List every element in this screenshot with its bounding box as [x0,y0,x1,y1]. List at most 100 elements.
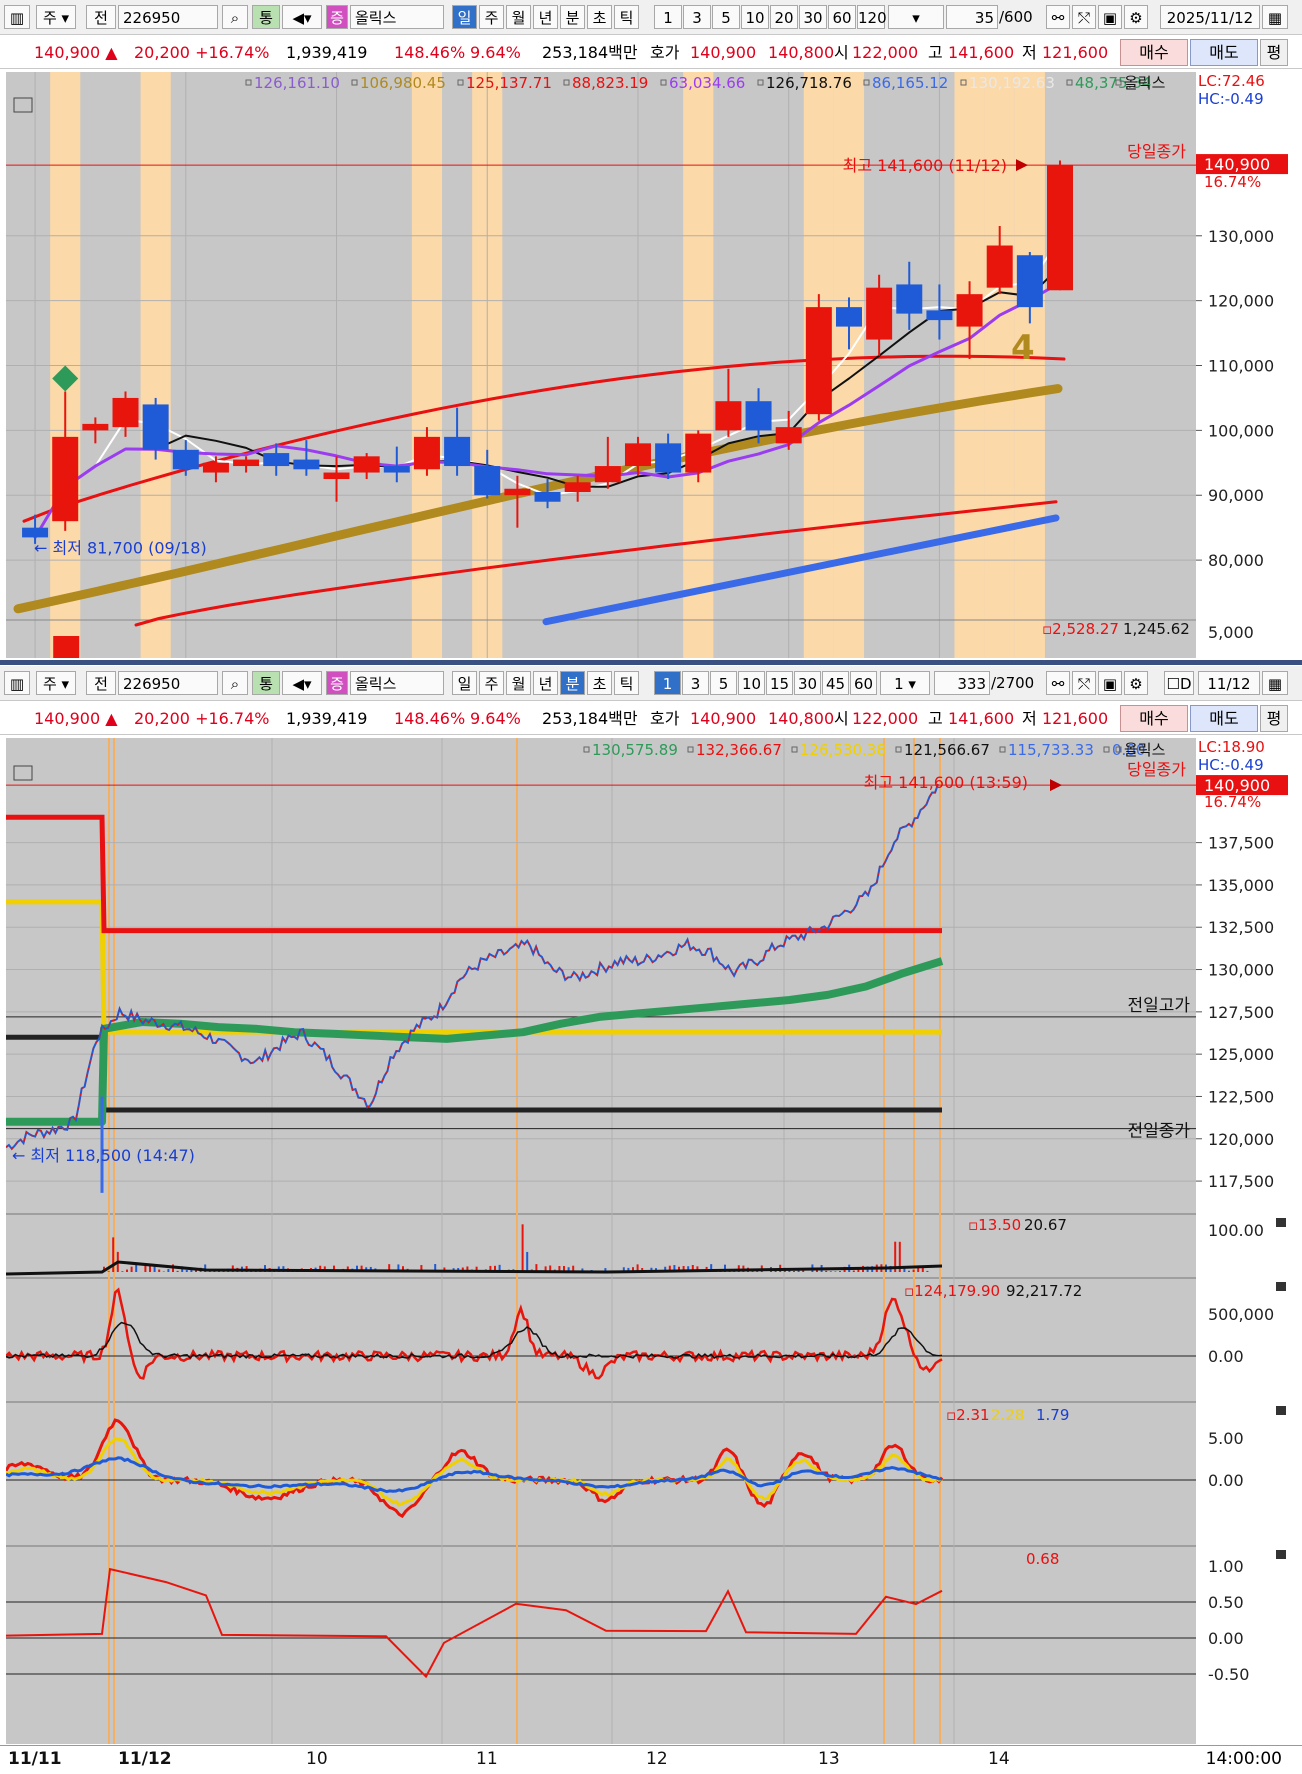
chart-background [6,738,1196,1744]
panel-divider[interactable] [0,660,1302,665]
bottom-tong-button[interactable]: 통 [252,671,280,695]
tool-icon-2[interactable]: ⤲ [1072,5,1096,29]
bottom-count-input[interactable]: 333 [934,671,990,695]
settings-gear-icon[interactable]: ⚙ [1124,5,1148,29]
bottom-interval-button[interactable]: 1 [654,671,681,695]
legend-marker [757,79,764,86]
top-period-tab[interactable]: 일 [452,5,477,29]
sell-button[interactable]: 매도 [1190,39,1258,66]
top-period-tab[interactable]: 주 [479,5,504,29]
bottom-period-tab[interactable]: 년 [533,671,558,695]
bottom-volume-ratio: 148.46% [394,709,466,728]
stock-name-input[interactable]: 올릭스 [350,5,444,29]
bottom-period-tab[interactable]: 분 [560,671,585,695]
top-interval-button[interactable]: 60 [828,5,856,29]
bottom-interval-button[interactable]: 60 [850,671,877,695]
panel-menu-icon[interactable]: ▥ [4,5,30,29]
axis-tick-label: 132,500 [1208,918,1274,937]
top-period-tab[interactable]: 틱 [614,5,639,29]
osc3-axis-label: 0.00 [1208,1629,1244,1648]
blue-trend-line [542,514,1060,626]
bottom-stock-name-input[interactable]: 올릭스 [350,671,444,695]
legend-marker [1115,79,1122,86]
ma-black-line [34,265,1061,539]
top-period-tab[interactable]: 분 [560,5,585,29]
bottom-interval-button[interactable]: 15 [766,671,793,695]
signal-diamond-icon [52,365,79,392]
bottom-interval-button[interactable]: 30 [794,671,821,695]
search-icon[interactable]: ⌕ [222,5,248,29]
flat-button[interactable]: 평 [1260,39,1288,66]
hoga-label: 호가 [650,43,680,62]
calendar-icon[interactable]: ▦ [1262,5,1288,29]
top-interval-button[interactable]: 5 [712,5,740,29]
pane-close-icon [1276,1550,1286,1559]
speaker-icon[interactable]: ◀▾ [282,5,322,29]
bottom-save-icon[interactable]: ▣ [1098,671,1122,695]
bottom-panel-menu-icon[interactable]: ▥ [4,671,30,695]
bottom-interval-button[interactable]: 5 [710,671,737,695]
bottom-tool-icon-1[interactable]: ⚯ [1046,671,1070,695]
bottom-period-tab[interactable]: 주 [479,671,504,695]
top-period-tab[interactable]: 월 [506,5,531,29]
buy-button[interactable]: 매수 [1120,39,1188,66]
top-interval-dropdown[interactable]: ▾ [888,5,944,29]
daily-candle-chart[interactable]: 당일종가 최고 141,600 (11/12) 4 ← 최저 81,700 (09/1… [6,72,1196,658]
bottom-search-icon[interactable]: ⌕ [222,671,248,695]
pane-close-icon [1276,1282,1286,1291]
top-interval-button[interactable]: 1 [654,5,682,29]
bottom-period-tab[interactable]: 틱 [614,671,639,695]
top-interval-button[interactable]: 120 [857,5,887,29]
type-selector[interactable]: 주 ▾ [36,5,76,29]
osc1-legend-value: 92,217.72 [1006,1282,1082,1300]
prev-button[interactable]: 전 [86,5,116,29]
bottom-period-tab[interactable]: 일 [452,671,477,695]
top-interval-button[interactable]: 3 [683,5,711,29]
top-period-tab[interactable]: 초 [587,5,612,29]
bottom-settings-gear-icon[interactable]: ⚙ [1124,671,1148,695]
bottom-date-input[interactable]: 11/12 [1198,671,1260,695]
osc1-legend-value: ▫124,179.90 [904,1282,1000,1300]
bottom-jeung-button[interactable]: 증 [326,671,348,695]
bottom-period-tab[interactable]: 월 [506,671,531,695]
osc2-legend-value: 2.28 [991,1406,1024,1424]
bottom-prev-button[interactable]: 전 [86,671,116,695]
bottom-code-input[interactable]: 226950 [118,671,218,695]
bottom-buy-button[interactable]: 매수 [1120,705,1188,732]
bottom-interval-button[interactable]: 3 [682,671,709,695]
volume-legend-value: 1,245.62 [1123,620,1190,638]
top-interval-button[interactable]: 30 [799,5,827,29]
high-arrow-icon [1050,779,1062,792]
axis-tick-label: 130,000 [1208,961,1274,980]
code-input[interactable]: 226950 [118,5,218,29]
top-interval-button[interactable]: 10 [741,5,769,29]
legend-marker [660,79,667,86]
jeung-button[interactable]: 증 [326,5,348,29]
time-axis-tick-label: 13 [818,1749,840,1769]
minute-chart[interactable]: 당일종가 최고 141,600 (13:59) 전일고가 전일종가 ← 최저 118,5… [6,738,1196,1744]
tong-button[interactable]: 통 [252,5,280,29]
bottom-flat-button[interactable]: 평 [1260,705,1288,732]
top-period-tab[interactable]: 년 [533,5,558,29]
top-date-input[interactable]: 2025/11/12 [1160,5,1260,29]
bottom-interval-button[interactable]: 10 [738,671,765,695]
bottom-interval-input[interactable]: 1 ▾ [880,671,930,695]
bottom-calendar-icon[interactable]: ▦ [1262,671,1288,695]
bottom-interval-button[interactable]: 45 [822,671,849,695]
top-interval-button[interactable]: 20 [770,5,798,29]
bottom-speaker-icon[interactable]: ◀▾ [282,671,322,695]
bottom-hoga-label: 호가 [650,709,680,728]
top-count-input[interactable]: 35 [946,5,998,29]
close-tag-box [1196,775,1288,796]
candle-body [233,459,260,467]
save-icon[interactable]: ▣ [1098,5,1122,29]
bottom-period-tab[interactable]: 초 [587,671,612,695]
tool-icon-1[interactable]: ⚯ [1046,5,1070,29]
bottom-tool-icon-2[interactable]: ⤲ [1072,671,1096,695]
bottom-type-selector[interactable]: 주 ▾ [36,671,76,695]
bottom-ask-price: 140,900 [690,709,757,728]
bottom-d-checkbox[interactable]: ☐D [1164,671,1194,695]
bottom-sell-button[interactable]: 매도 [1190,705,1258,732]
